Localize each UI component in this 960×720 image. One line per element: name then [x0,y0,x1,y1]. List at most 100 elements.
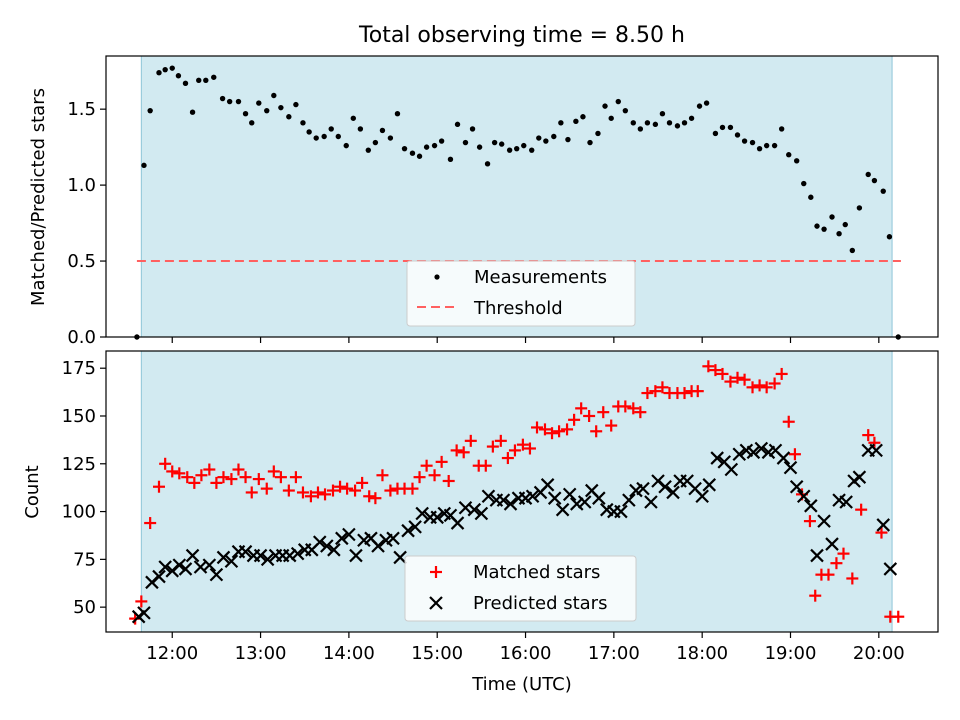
measurement-point [573,118,579,125]
measurement-point [365,147,372,153]
matched-stars-point [531,421,544,434]
measurement-point [431,142,438,149]
predicted-stars-point [349,548,363,563]
predicted-stars-point [312,535,327,549]
matched-stars-point [181,471,194,484]
predicted-stars-point [622,493,636,507]
measurement-point [491,139,498,146]
measurement-point [595,130,601,137]
bottom-panel-ylabel: Count [22,465,43,518]
matched-stars-point [546,427,559,440]
matched-stars-point [274,471,287,484]
measurement-point [249,120,255,126]
predicted-stars-point [540,478,555,492]
matched-stars-point [568,413,581,426]
predicted-stars-point [474,506,489,521]
bottom-panel-y-ticks: 50 75 100 125 150 175 [62,358,106,618]
matched-stars-point [217,471,230,484]
measurement-point [741,138,748,144]
measurement-point [587,139,593,146]
measurement-point [219,95,226,102]
predicted-stars-point [415,506,429,521]
matched-stars-point [583,409,596,422]
measurement-point [141,162,147,169]
matched-stars-point [508,444,521,457]
matched-stars-point [846,572,859,585]
top-panel-ylabel: Matched/Predicted stars [28,88,49,306]
measurement-point [529,147,535,153]
matched-stars-point [239,471,252,484]
matched-stars-point [605,419,618,432]
matched-stars-point [494,434,507,447]
measurement-point [880,188,886,194]
predicted-stars-point [810,548,824,563]
predicted-stars-point [185,548,200,563]
matched-stars-point [282,484,295,497]
matched-stars-point [420,459,433,472]
measurement-point [734,132,741,138]
predicted-stars-point [209,567,224,582]
measurement-point [203,77,209,84]
predicted-stars-point [172,558,187,572]
measurement-point [842,221,848,228]
matched-stars-point [319,488,332,501]
measurement-point [476,144,483,150]
matched-stars-point [457,446,470,459]
measurement-point [674,123,681,129]
predicted-stars-point [253,548,268,563]
matched-stars-point [450,444,463,457]
predicted-stars-point [371,539,385,553]
measurement-point [652,121,659,128]
predicted-stars-point [702,478,717,492]
measurement-point [313,135,319,141]
y-tick-label: 75 [73,549,96,570]
measurement-point [681,120,688,126]
predicted-stars-point [817,514,831,528]
matched-stars-point [760,381,773,394]
y-tick-label: 175 [62,358,96,379]
predicted-stars-point [789,479,804,494]
matched-stars-point [311,486,324,499]
matched-stars-point [627,402,640,415]
measurement-point [300,120,306,126]
matched-stars-point [731,371,744,384]
x-axis-label: Time (UTC) [471,674,572,695]
legend-matched-label: Matched stars [473,562,600,583]
measurement-point [343,142,349,149]
predicted-stars-point [876,518,891,532]
predicted-stars-point [839,495,853,509]
predicted-stars-point [467,502,482,517]
matched-stars-point [590,425,603,438]
predicted-stars-point [152,569,166,584]
legend-matched-marker [430,566,442,578]
measurement-point [712,130,719,137]
matched-stars-point [746,381,759,394]
matched-stars-point [724,375,737,388]
measurement-point [602,103,608,109]
measurement-point [454,121,461,128]
measurement-point [235,98,242,105]
predicted-stars-point [796,489,811,504]
top-panel-ratio: 0.0 0.5 1.0 1.5 Matched/Predicted stars Mea… [28,55,939,348]
predicted-stars-point [776,451,791,465]
bottom-panel-x-ticks: 12:00 13:00 14:00 15:00 16:00 17:00 18:00 19:00… [146,632,905,664]
measurement-point [147,107,153,114]
predicted-stars-point [386,531,400,546]
matched-stars-point [166,465,179,478]
matched-stars-point [252,473,265,486]
matched-stars-point [716,367,729,380]
matched-stars-point [210,476,223,489]
matched-stars-point [656,381,669,394]
matched-stars-point [135,595,148,608]
matched-stars-point [442,474,455,487]
predicted-stars-point [342,527,356,542]
y-tick-label: 100 [62,502,96,523]
matched-stars-point [501,452,514,465]
measurement-point [821,226,827,232]
measurement-point [514,145,520,152]
measurement-point [756,145,763,152]
matched-stars-point [649,385,662,398]
predicted-stars-point [401,523,415,538]
matched-stars-point [341,482,354,495]
bottom-panel-count: 50 75 100 125 150 175 12:00 13:00 14:00 15:00 16:… [22,350,939,695]
